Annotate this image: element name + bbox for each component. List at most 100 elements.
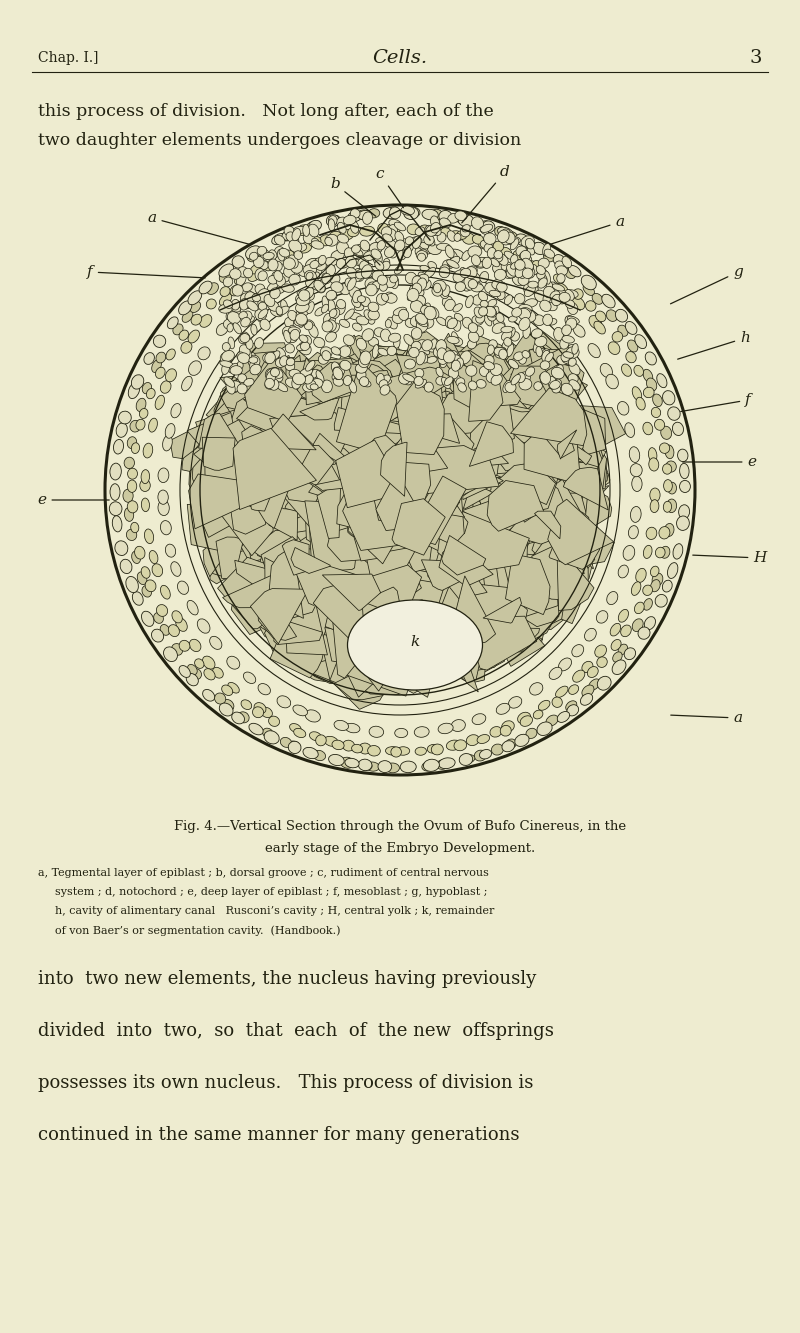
Polygon shape — [401, 449, 440, 475]
Ellipse shape — [502, 229, 511, 240]
Ellipse shape — [543, 293, 550, 304]
Polygon shape — [269, 500, 298, 540]
Polygon shape — [333, 516, 397, 575]
Polygon shape — [462, 583, 517, 640]
Polygon shape — [352, 407, 405, 477]
Polygon shape — [410, 427, 462, 476]
Polygon shape — [350, 615, 367, 660]
Polygon shape — [422, 431, 452, 465]
Ellipse shape — [281, 300, 288, 312]
Ellipse shape — [387, 347, 397, 356]
Ellipse shape — [369, 243, 382, 255]
Polygon shape — [314, 600, 354, 641]
Polygon shape — [369, 549, 422, 608]
Polygon shape — [382, 457, 418, 499]
Ellipse shape — [351, 247, 363, 256]
Polygon shape — [378, 439, 437, 492]
Polygon shape — [401, 429, 428, 504]
Polygon shape — [353, 364, 410, 424]
Polygon shape — [557, 373, 587, 415]
Ellipse shape — [136, 399, 146, 412]
Polygon shape — [295, 445, 336, 487]
Polygon shape — [353, 433, 410, 476]
Polygon shape — [426, 447, 492, 480]
Polygon shape — [378, 504, 430, 559]
Polygon shape — [337, 365, 379, 421]
Polygon shape — [375, 557, 422, 593]
Ellipse shape — [558, 659, 571, 670]
Polygon shape — [333, 389, 381, 432]
Ellipse shape — [613, 652, 622, 663]
Polygon shape — [433, 352, 478, 423]
Polygon shape — [436, 425, 502, 485]
Polygon shape — [274, 416, 322, 453]
Polygon shape — [382, 437, 428, 496]
Ellipse shape — [406, 207, 420, 217]
Ellipse shape — [314, 376, 321, 387]
Ellipse shape — [116, 423, 127, 437]
Polygon shape — [358, 519, 377, 523]
Polygon shape — [389, 475, 470, 509]
Polygon shape — [266, 368, 294, 413]
Ellipse shape — [248, 355, 260, 368]
Ellipse shape — [198, 347, 210, 360]
Ellipse shape — [407, 292, 417, 301]
Ellipse shape — [182, 311, 193, 323]
Ellipse shape — [536, 347, 542, 357]
Polygon shape — [349, 496, 399, 532]
Ellipse shape — [497, 283, 507, 292]
Ellipse shape — [322, 273, 331, 284]
Polygon shape — [392, 443, 462, 505]
Ellipse shape — [110, 463, 122, 480]
Ellipse shape — [438, 724, 453, 733]
Ellipse shape — [457, 231, 466, 240]
Polygon shape — [474, 372, 525, 425]
Polygon shape — [370, 372, 421, 429]
Ellipse shape — [436, 376, 446, 385]
Polygon shape — [370, 488, 416, 516]
Text: g: g — [670, 265, 743, 304]
Polygon shape — [478, 469, 552, 544]
Polygon shape — [368, 417, 410, 467]
Ellipse shape — [446, 245, 454, 259]
Ellipse shape — [349, 287, 362, 299]
Polygon shape — [486, 357, 526, 408]
Ellipse shape — [303, 288, 314, 299]
Polygon shape — [214, 379, 270, 439]
Ellipse shape — [263, 252, 274, 260]
Polygon shape — [372, 577, 423, 615]
Polygon shape — [335, 540, 367, 572]
Ellipse shape — [285, 317, 294, 328]
Ellipse shape — [329, 232, 341, 240]
Polygon shape — [435, 467, 494, 508]
Ellipse shape — [290, 325, 298, 337]
Ellipse shape — [331, 323, 339, 333]
Ellipse shape — [520, 251, 530, 260]
Ellipse shape — [284, 267, 295, 277]
Polygon shape — [409, 427, 476, 461]
Polygon shape — [471, 471, 517, 523]
Ellipse shape — [500, 725, 511, 736]
Polygon shape — [316, 535, 369, 587]
Text: 3: 3 — [750, 49, 762, 67]
Polygon shape — [360, 432, 379, 477]
Polygon shape — [287, 355, 343, 387]
Polygon shape — [371, 451, 403, 491]
Polygon shape — [302, 377, 346, 431]
Ellipse shape — [282, 327, 293, 337]
Polygon shape — [359, 495, 395, 540]
Polygon shape — [248, 580, 310, 616]
Polygon shape — [384, 448, 430, 508]
Ellipse shape — [238, 353, 250, 364]
Polygon shape — [230, 545, 298, 580]
Ellipse shape — [520, 716, 533, 726]
Polygon shape — [464, 644, 474, 673]
Ellipse shape — [253, 706, 263, 717]
Polygon shape — [313, 433, 375, 485]
Polygon shape — [458, 455, 503, 492]
Ellipse shape — [269, 716, 279, 726]
Ellipse shape — [386, 762, 399, 773]
Polygon shape — [550, 540, 594, 584]
Polygon shape — [299, 367, 354, 401]
Ellipse shape — [486, 372, 498, 383]
